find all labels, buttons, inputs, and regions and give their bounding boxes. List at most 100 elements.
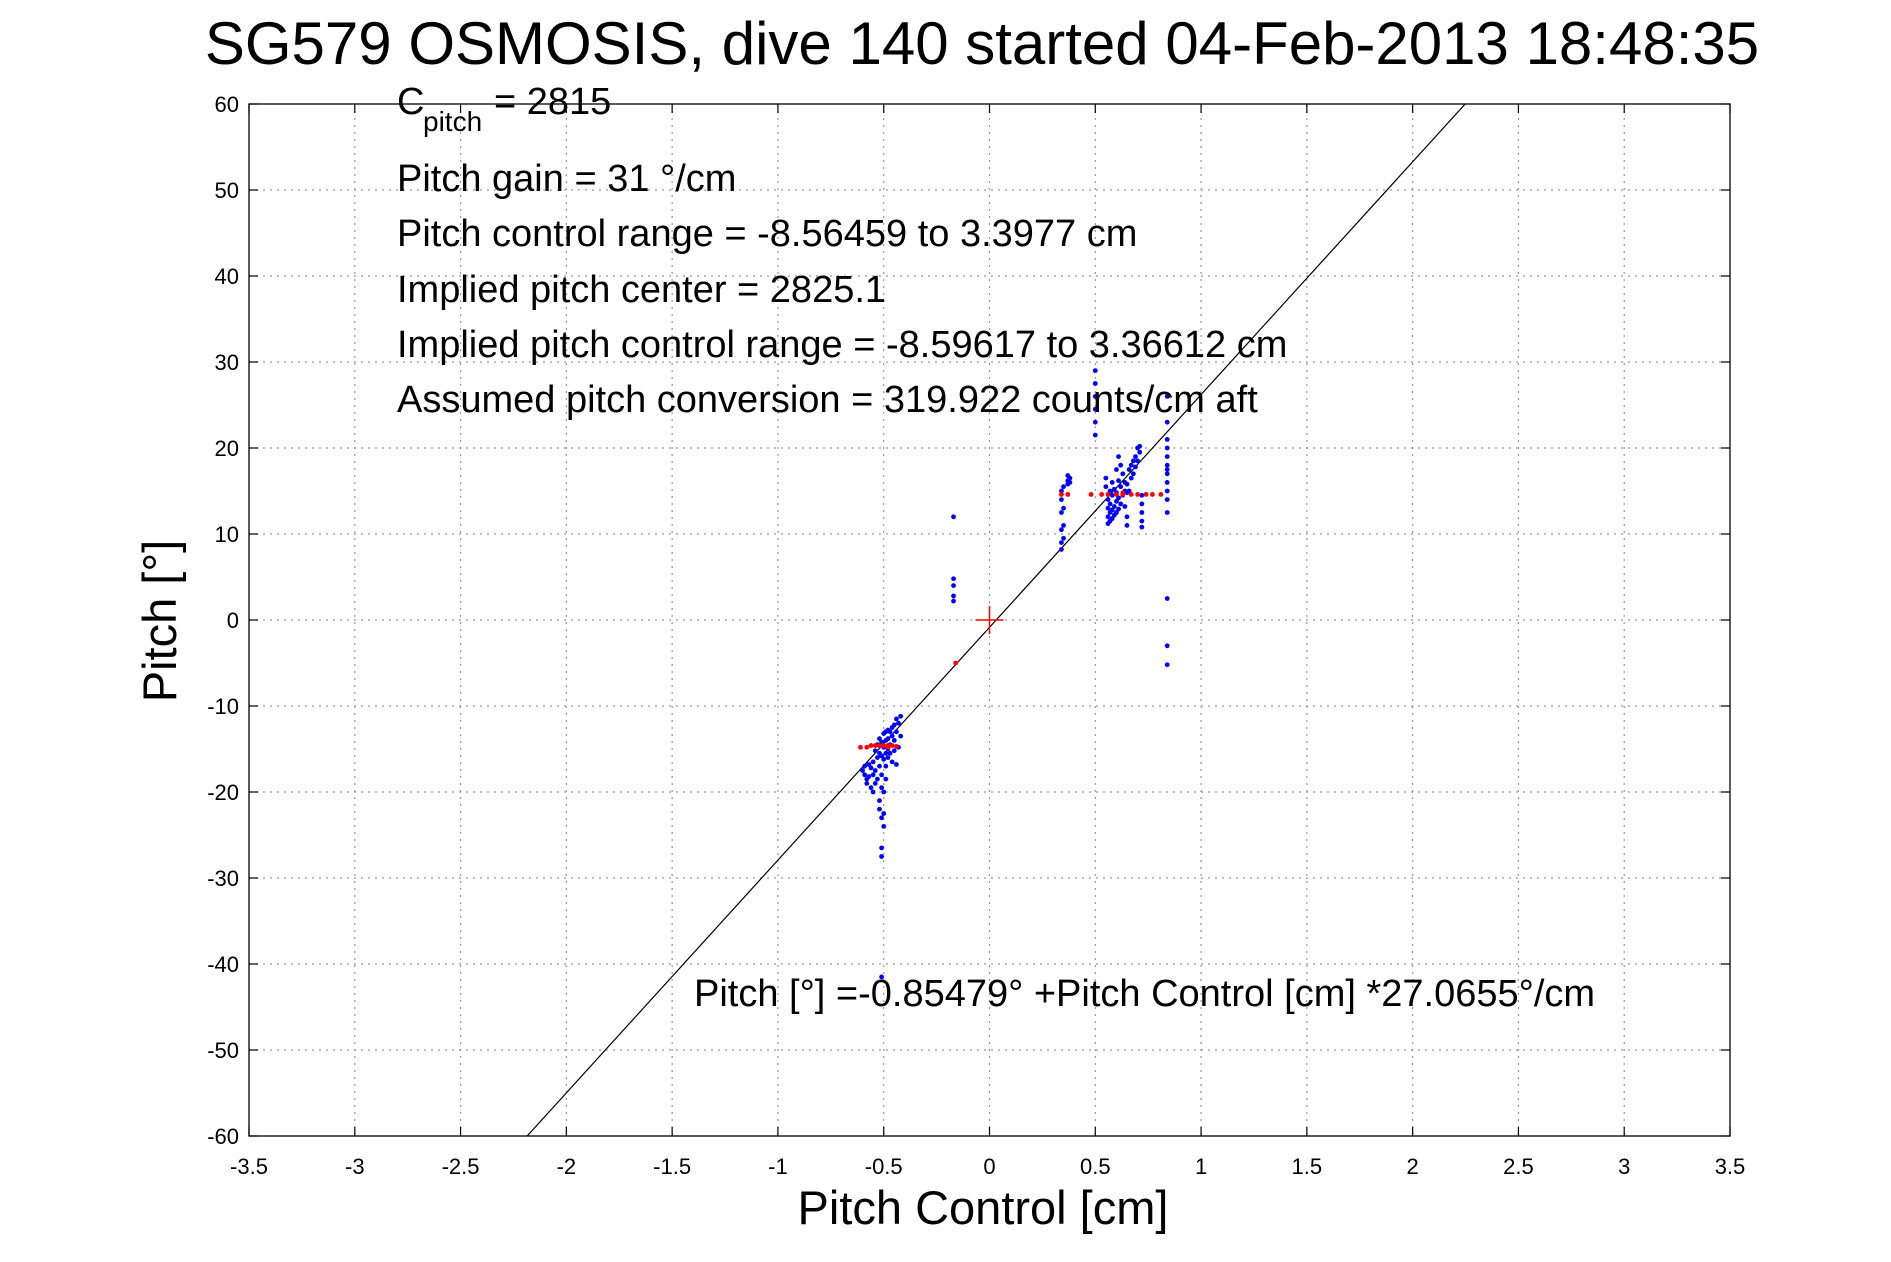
observation-point xyxy=(1107,488,1113,494)
y-tick-label: -20 xyxy=(207,780,239,805)
observation-point xyxy=(1126,488,1132,494)
grid xyxy=(249,104,1730,1136)
observation-point xyxy=(879,785,884,791)
observation-point xyxy=(881,789,887,795)
observation-point xyxy=(1118,484,1124,490)
chart-title: SG579 OSMOSIS, dive 140 started 04-Feb-2… xyxy=(205,10,1759,77)
y-tick-label: -50 xyxy=(207,1038,239,1063)
observation-point xyxy=(1137,449,1143,455)
y-tick-label: 20 xyxy=(215,436,239,461)
observation-point xyxy=(1164,497,1170,502)
observation-point xyxy=(1137,443,1143,449)
observation-point xyxy=(1164,643,1170,649)
observation-point xyxy=(1130,471,1136,477)
observation-point xyxy=(1109,492,1115,498)
observation-point xyxy=(870,789,876,795)
observation-point xyxy=(1109,516,1115,521)
binned-point xyxy=(1143,492,1149,497)
binned-point xyxy=(858,744,863,750)
binned-point xyxy=(872,743,878,748)
observation-point xyxy=(877,806,882,812)
observation-point xyxy=(1128,475,1134,481)
x-tick-label: -1.5 xyxy=(653,1154,691,1179)
observation-point xyxy=(1164,488,1170,494)
observation-point xyxy=(1114,467,1119,472)
observation-point xyxy=(1124,481,1130,487)
y-tick-label: -60 xyxy=(207,1124,239,1149)
observation-point xyxy=(1124,514,1130,520)
observation-point xyxy=(1139,518,1145,524)
observation-point xyxy=(887,750,893,756)
observation-point xyxy=(877,798,882,803)
observation-point xyxy=(951,593,956,599)
observation-point xyxy=(1059,497,1064,502)
observation-point xyxy=(1092,368,1098,373)
observation-point xyxy=(898,733,904,739)
x-tick-label: -2.5 xyxy=(442,1154,480,1179)
observation-point xyxy=(1067,475,1073,481)
y-tick-label: 30 xyxy=(215,350,239,375)
observation-point xyxy=(881,824,887,829)
y-tick-label: 10 xyxy=(215,522,239,547)
observation-point xyxy=(870,772,876,778)
annotation-c-pitch-subscript: pitch xyxy=(423,106,482,137)
observation-point xyxy=(1092,394,1098,399)
binned-point xyxy=(1120,490,1126,496)
y-axis-label: Pitch [°] xyxy=(133,540,186,702)
x-tick-label: -2 xyxy=(557,1154,577,1179)
x-tick-label: -3 xyxy=(345,1154,365,1179)
observation-point xyxy=(894,729,899,735)
observation-point xyxy=(1164,480,1170,485)
observation-point xyxy=(872,768,878,773)
observation-point xyxy=(1164,471,1170,477)
y-tick-label: 50 xyxy=(215,178,239,203)
observation-point xyxy=(866,774,872,779)
observation-point xyxy=(1164,454,1170,459)
observation-point xyxy=(872,748,878,754)
observation-point xyxy=(889,759,895,765)
observation-point xyxy=(1116,478,1121,484)
observation-point xyxy=(951,514,956,520)
x-tick-label: -0.5 xyxy=(865,1154,903,1179)
observation-point xyxy=(1118,501,1124,507)
observation-point xyxy=(883,750,889,756)
x-tick-label: 1.5 xyxy=(1292,1154,1323,1179)
observation-point xyxy=(1059,540,1064,545)
binned-point xyxy=(1105,492,1111,497)
observation-point xyxy=(1139,501,1145,507)
observation-point xyxy=(1114,498,1119,504)
observation-point xyxy=(1118,462,1124,468)
observation-point xyxy=(1105,505,1111,511)
observation-point xyxy=(1164,437,1170,442)
observation-point xyxy=(1164,394,1170,399)
x-tick-label: 3 xyxy=(1618,1154,1630,1179)
x-tick-label: -3.5 xyxy=(230,1154,268,1179)
annotation-implied-center: Implied pitch center = 2825.1 xyxy=(397,269,886,311)
binned-point xyxy=(1128,492,1134,497)
observation-point xyxy=(1092,419,1098,425)
observation-point xyxy=(1059,527,1064,533)
binned-point xyxy=(1114,492,1119,497)
observation-point xyxy=(883,776,889,782)
data-points xyxy=(858,368,1170,980)
x-tick-label: 0.5 xyxy=(1080,1154,1111,1179)
binned-point xyxy=(1135,492,1140,497)
observation-point xyxy=(1111,504,1117,509)
observation-point xyxy=(1128,462,1134,468)
observation-point xyxy=(881,811,887,816)
axis-ticks: -3.5 -3 -2.5 -2 -1.5 -1 -0.5 0 0.5 1 1.5 2 2.5 3 3.5 -6… xyxy=(207,92,1745,1179)
observation-point xyxy=(951,576,956,582)
observation-point xyxy=(1133,454,1138,459)
observation-point xyxy=(1109,507,1115,513)
observation-point xyxy=(885,755,891,760)
observation-point xyxy=(872,781,878,786)
observation-point xyxy=(1164,510,1170,515)
observation-point xyxy=(891,748,897,754)
observation-point xyxy=(1059,510,1064,515)
observation-point xyxy=(1164,445,1170,451)
observation-point xyxy=(1164,462,1170,468)
annotation-control-range: Pitch control range = -8.56459 to 3.3977… xyxy=(397,213,1137,255)
annotation-c-pitch-value: = 2815 xyxy=(494,81,611,123)
observation-point xyxy=(896,720,901,726)
